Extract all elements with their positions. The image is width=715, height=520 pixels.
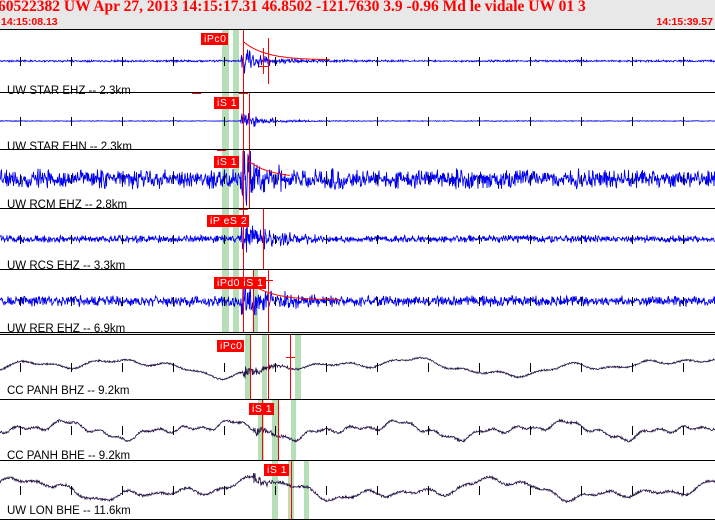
pick-marker-line[interactable] [268, 335, 269, 399]
pick-marker-line[interactable] [290, 335, 291, 399]
waveform [0, 472, 715, 504]
start-time-label: 14:15:08.13 [1, 16, 58, 28]
channel-label: UW STAR EHZ -- 2.3km [7, 85, 131, 97]
channel-label: CC PANH BHE -- 9.2km [7, 450, 131, 462]
channel-label: UW RCS EHZ -- 3.3km [7, 260, 126, 272]
waveform [0, 418, 715, 443]
pick-marker-line[interactable] [249, 150, 250, 208]
pick-amplitude-tick [192, 93, 201, 94]
waveform [0, 150, 715, 206]
pick-amplitude-tick [264, 280, 273, 281]
pick-marker-line[interactable] [253, 270, 254, 332]
pick-marker-line[interactable] [268, 270, 269, 332]
waveform [0, 41, 715, 74]
pick-marker-line[interactable] [249, 93, 250, 149]
trace-panel[interactable] [0, 208, 715, 270]
pick-window-highlight [291, 400, 296, 460]
phase-pick-label[interactable]: iPc0 [217, 340, 245, 352]
pick-marker-line[interactable] [263, 209, 264, 269]
phase-pick-label[interactable]: iP eS 2 [207, 215, 250, 227]
phase-pick-label[interactable]: iS 1 [214, 156, 240, 168]
phase-pick-label[interactable]: iS 1 [264, 464, 290, 476]
pick-amplitude-tick [239, 93, 248, 94]
pick-marker-line[interactable] [243, 209, 244, 269]
channel-label: CC PANH BHZ -- 9.2km [7, 385, 130, 397]
pick-marker-line[interactable] [262, 400, 263, 460]
pick-marker-line[interactable] [250, 335, 251, 399]
pick-marker-line[interactable] [291, 461, 292, 519]
pick-marker-line[interactable] [278, 400, 279, 460]
channel-label: UW STAR EHN -- 2.3km [7, 141, 133, 153]
waveform [0, 281, 715, 316]
pick-amplitude-tick [217, 150, 226, 151]
waveform [0, 356, 715, 381]
channel-label: UW RCM EHZ -- 2.8km [7, 199, 128, 211]
event-header-text: 60522382 UW Apr 27, 2013 14:15:17.31 46.… [0, 0, 586, 15]
pick-marker-line[interactable] [243, 30, 244, 92]
pick-amplitude-tick [286, 357, 295, 358]
trace-panel[interactable] [0, 269, 715, 333]
pick-window-highlight [245, 335, 251, 399]
pick-amplitude-tick [259, 66, 268, 67]
pick-window-highlight [304, 461, 309, 519]
waveform [0, 218, 715, 253]
pick-marker-line[interactable] [263, 48, 264, 74]
event-header: 60522382 UW Apr 27, 2013 14:15:17.31 46.… [0, 0, 715, 16]
channel-label: UW LON BHE -- 11.6km [7, 505, 131, 517]
pick-amplitude-tick [239, 209, 248, 210]
phase-pick-label[interactable]: iS 1 [249, 403, 275, 415]
pick-marker-line[interactable] [243, 150, 244, 208]
phase-pick-label[interactable]: iS 1 [214, 97, 240, 109]
waveform [0, 113, 715, 127]
pick-marker-line[interactable] [243, 270, 244, 332]
pick-marker-line[interactable] [243, 93, 244, 149]
pick-window-highlight [295, 335, 301, 399]
trace-panel[interactable] [0, 29, 715, 93]
phase-pick-label[interactable]: iPc0 [201, 33, 229, 45]
pick-window-highlight [222, 150, 229, 208]
pick-marker-line[interactable] [268, 38, 269, 84]
channel-label: UW RER EHZ -- 6.9km [7, 323, 126, 335]
trace-panel[interactable] [0, 460, 715, 520]
end-time-label: 14:15:39.57 [656, 16, 713, 28]
trace-panel[interactable] [0, 334, 715, 400]
phase-pick-label[interactable]: iPd0 iS 1 [214, 277, 266, 289]
